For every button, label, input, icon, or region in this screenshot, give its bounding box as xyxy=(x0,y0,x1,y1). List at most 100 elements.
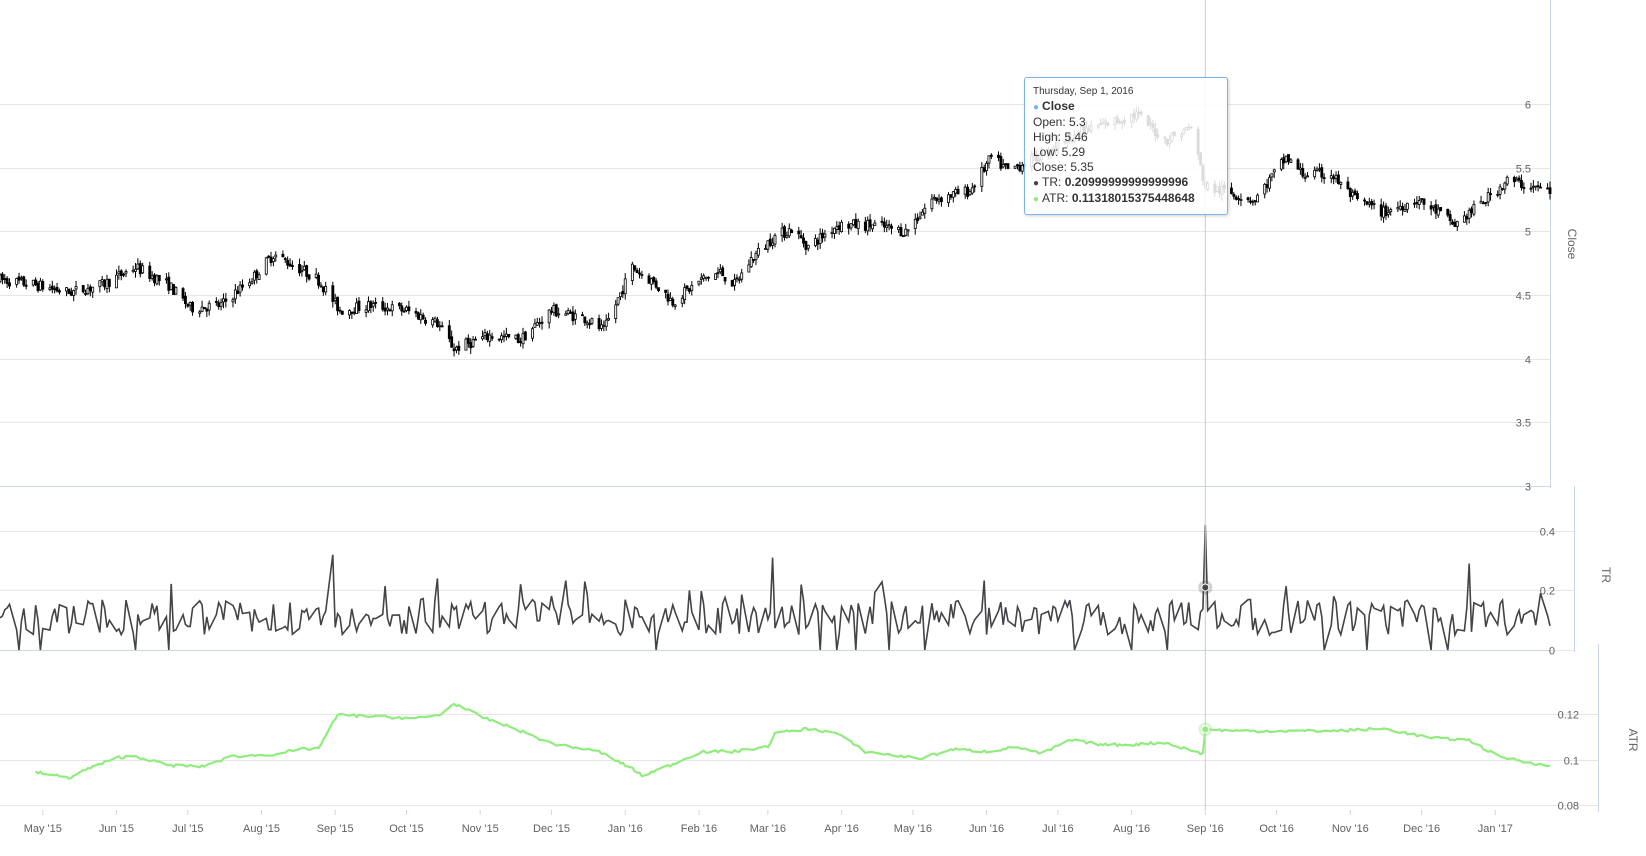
candle xyxy=(302,266,306,271)
candle xyxy=(507,334,511,338)
candle xyxy=(288,263,292,267)
candle xyxy=(155,275,159,285)
candle xyxy=(474,338,477,341)
candle xyxy=(257,274,261,280)
candle xyxy=(1246,197,1250,201)
x-tick-label: Jan '17 xyxy=(1478,823,1513,835)
candle xyxy=(1370,201,1374,206)
candle xyxy=(918,216,922,220)
candle xyxy=(916,217,920,221)
candle xyxy=(355,302,359,315)
tooltip-atr-row: ● ATR: 0.11318015375448648 xyxy=(1033,191,1219,207)
x-tick-labels: May '15 Jun '15 Jul '15 Aug '15 Sep '15 Oct '… xyxy=(24,810,1513,835)
candle xyxy=(58,290,61,293)
candle xyxy=(1501,188,1504,191)
candle xyxy=(535,322,539,326)
candle xyxy=(300,270,304,273)
candle xyxy=(873,222,877,226)
x-tick-label: Nov '15 xyxy=(462,823,499,835)
candle xyxy=(219,302,223,307)
candle xyxy=(488,334,492,342)
candle xyxy=(571,311,575,322)
candle xyxy=(1365,201,1369,205)
candle xyxy=(538,322,542,325)
candle xyxy=(702,275,706,279)
candle xyxy=(557,313,561,316)
candle xyxy=(383,307,387,312)
candle xyxy=(1403,209,1407,212)
candle xyxy=(481,336,485,340)
candle xyxy=(1405,202,1409,210)
candle xyxy=(647,275,651,284)
candle xyxy=(849,223,853,229)
candle xyxy=(117,271,121,275)
candle xyxy=(863,221,867,231)
candle xyxy=(716,272,720,274)
candle xyxy=(141,265,145,274)
candle xyxy=(1434,204,1438,214)
data-tooltip: Thursday, Sep 1, 2016 ● Close Open: 5.3 H… xyxy=(1024,77,1228,215)
candle xyxy=(1446,208,1450,216)
tooltip-series-name: Close xyxy=(1042,99,1075,113)
candle xyxy=(283,258,287,260)
candle xyxy=(514,334,518,339)
candle xyxy=(930,198,934,210)
price-series[interactable] xyxy=(0,106,1552,357)
candle xyxy=(1546,187,1550,190)
candle xyxy=(749,257,753,268)
candle xyxy=(985,162,989,171)
candle xyxy=(455,346,458,351)
candle xyxy=(1529,187,1533,190)
candle xyxy=(1503,182,1507,190)
candle xyxy=(36,282,40,291)
candle xyxy=(381,301,385,310)
candle xyxy=(19,277,23,280)
x-tick-label: Aug '15 xyxy=(243,823,280,835)
candle xyxy=(98,280,102,288)
candle xyxy=(1386,211,1390,215)
tr-tick-label: 0 xyxy=(1549,646,1555,658)
atr-series[interactable] xyxy=(34,702,1551,780)
candle xyxy=(585,322,589,325)
candle xyxy=(970,187,974,194)
tr-series[interactable] xyxy=(0,524,1551,651)
candle xyxy=(1249,200,1252,203)
candle xyxy=(737,278,741,281)
candle xyxy=(1505,176,1509,185)
candle xyxy=(5,278,9,284)
candle xyxy=(540,321,544,324)
candle xyxy=(431,319,435,326)
candle xyxy=(464,338,468,351)
candle xyxy=(340,310,344,315)
candle xyxy=(733,279,737,286)
candle xyxy=(1536,185,1540,188)
candle xyxy=(1522,187,1526,189)
candle xyxy=(502,335,506,338)
candle xyxy=(1351,191,1355,197)
candle xyxy=(1539,186,1542,189)
candle xyxy=(597,318,601,330)
candle xyxy=(1515,178,1519,182)
candle xyxy=(369,301,373,308)
candle xyxy=(88,286,92,292)
candle xyxy=(1453,221,1457,227)
tooltip-atr-value: 0.11318015375448648 xyxy=(1071,191,1195,205)
grid-lines xyxy=(0,104,1598,806)
tr-line xyxy=(0,524,1551,651)
candle xyxy=(1401,206,1405,211)
candle xyxy=(252,271,256,281)
candle xyxy=(833,227,836,234)
candle xyxy=(1498,186,1502,195)
candle xyxy=(657,287,660,292)
candle xyxy=(1531,185,1535,188)
candle xyxy=(324,286,328,293)
candle xyxy=(823,233,827,238)
candle xyxy=(105,278,109,289)
x-tick-label: May '15 xyxy=(24,823,62,835)
candle xyxy=(367,301,370,312)
candle xyxy=(583,316,587,324)
candle xyxy=(331,285,335,302)
candle xyxy=(813,238,817,246)
